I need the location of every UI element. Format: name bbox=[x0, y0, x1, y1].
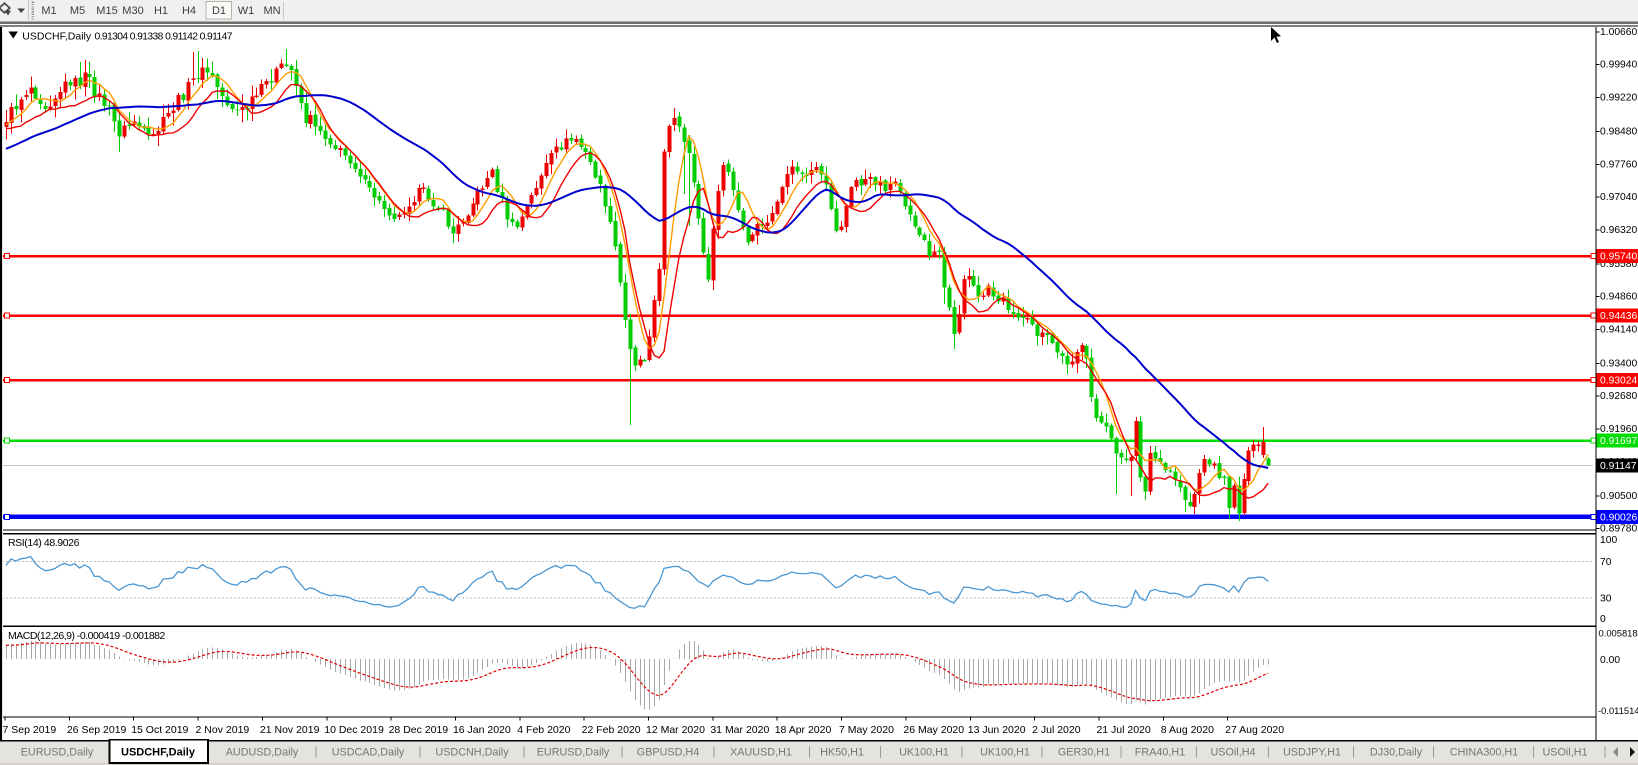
svg-text:0.89780: 0.89780 bbox=[1600, 524, 1637, 535]
svg-text:0.00: 0.00 bbox=[1600, 655, 1620, 666]
svg-text:0.92680: 0.92680 bbox=[1600, 391, 1637, 402]
svg-text:M1: M1 bbox=[41, 5, 56, 17]
svg-text:26 May 2020: 26 May 2020 bbox=[903, 724, 964, 736]
svg-text:UK100,H1: UK100,H1 bbox=[980, 747, 1030, 759]
svg-text:2 Nov 2019: 2 Nov 2019 bbox=[196, 724, 250, 736]
svg-text:H1: H1 bbox=[154, 5, 168, 17]
svg-text:0.95740: 0.95740 bbox=[1600, 252, 1637, 263]
svg-text:MN: MN bbox=[263, 5, 280, 17]
svg-text:12 Mar 2020: 12 Mar 2020 bbox=[646, 724, 705, 736]
svg-text:16 Jan 2020: 16 Jan 2020 bbox=[453, 724, 511, 736]
svg-text:0.93024: 0.93024 bbox=[1600, 376, 1637, 387]
svg-text:4 Feb 2020: 4 Feb 2020 bbox=[517, 724, 570, 736]
svg-text:21 Jul 2020: 21 Jul 2020 bbox=[1096, 724, 1150, 736]
svg-text:USOil,H4: USOil,H4 bbox=[1211, 747, 1256, 759]
svg-text:0.91697: 0.91697 bbox=[1600, 436, 1637, 447]
svg-text:USOil,H1: USOil,H1 bbox=[1543, 747, 1588, 759]
svg-text:-0.011514: -0.011514 bbox=[1598, 705, 1638, 716]
svg-text:RSI(14) 48.9026: RSI(14) 48.9026 bbox=[8, 537, 80, 549]
svg-text:26 Sep 2019: 26 Sep 2019 bbox=[67, 724, 127, 736]
svg-text:8 Aug 2020: 8 Aug 2020 bbox=[1161, 724, 1214, 736]
svg-text:0.97760: 0.97760 bbox=[1600, 159, 1637, 170]
svg-text:H4: H4 bbox=[182, 5, 196, 17]
svg-text:10 Dec 2019: 10 Dec 2019 bbox=[324, 724, 384, 736]
svg-text:0.94860: 0.94860 bbox=[1600, 292, 1637, 303]
svg-text:USDCNH,Daily: USDCNH,Daily bbox=[435, 747, 509, 759]
svg-text:EURUSD,Daily: EURUSD,Daily bbox=[537, 747, 610, 759]
svg-text:USDCHF,Daily: USDCHF,Daily bbox=[121, 747, 196, 759]
svg-text:13 Jun 2020: 13 Jun 2020 bbox=[968, 724, 1026, 736]
svg-text:GBPUSD,H4: GBPUSD,H4 bbox=[637, 747, 699, 759]
svg-text:0.95580: 0.95580 bbox=[1600, 259, 1637, 270]
svg-text:70: 70 bbox=[1600, 557, 1612, 568]
svg-text:XAUUSD,H1: XAUUSD,H1 bbox=[730, 747, 792, 759]
svg-text:W1: W1 bbox=[238, 5, 255, 17]
svg-text:USDCAD,Daily: USDCAD,Daily bbox=[332, 747, 405, 759]
svg-text:M30: M30 bbox=[122, 5, 143, 17]
svg-text:GER30,H1: GER30,H1 bbox=[1058, 747, 1110, 759]
svg-text:15 Oct 2019: 15 Oct 2019 bbox=[131, 724, 188, 736]
svg-text:1.00660: 1.00660 bbox=[1600, 27, 1637, 38]
svg-text:0.91960: 0.91960 bbox=[1600, 424, 1637, 435]
svg-text:28 Dec 2019: 28 Dec 2019 bbox=[389, 724, 449, 736]
svg-text:27 Aug 2020: 27 Aug 2020 bbox=[1225, 724, 1284, 736]
svg-text:M15: M15 bbox=[96, 5, 117, 17]
svg-text:MACD(12,26,9) -0.000419 -0.001: MACD(12,26,9) -0.000419 -0.001882 bbox=[8, 630, 166, 642]
svg-text:0.90500: 0.90500 bbox=[1600, 491, 1637, 502]
svg-text:M5: M5 bbox=[70, 5, 85, 17]
svg-text:EURUSD,Daily: EURUSD,Daily bbox=[21, 747, 94, 759]
svg-text:0.93400: 0.93400 bbox=[1600, 358, 1637, 369]
svg-text:0.99940: 0.99940 bbox=[1600, 60, 1637, 71]
svg-text:USDJPY,H1: USDJPY,H1 bbox=[1283, 747, 1341, 759]
svg-text:0.005818: 0.005818 bbox=[1599, 628, 1638, 639]
svg-text:FRA40,H1: FRA40,H1 bbox=[1135, 747, 1185, 759]
svg-text:0.94140: 0.94140 bbox=[1600, 325, 1637, 336]
svg-text:0.90026: 0.90026 bbox=[1600, 512, 1637, 523]
svg-text:0.98480: 0.98480 bbox=[1600, 126, 1637, 137]
svg-text:HK50,H1: HK50,H1 bbox=[820, 747, 864, 759]
svg-text:21 Nov 2019: 21 Nov 2019 bbox=[260, 724, 320, 736]
svg-text:0.99220: 0.99220 bbox=[1600, 93, 1637, 104]
svg-text:0.94436: 0.94436 bbox=[1600, 311, 1637, 322]
svg-text:7 Sep 2019: 7 Sep 2019 bbox=[3, 724, 57, 736]
svg-text:2 Jul 2020: 2 Jul 2020 bbox=[1032, 724, 1081, 736]
svg-text:30: 30 bbox=[1600, 593, 1612, 604]
svg-text:D1: D1 bbox=[212, 5, 226, 17]
svg-text:0: 0 bbox=[1600, 614, 1606, 625]
svg-text:0.96320: 0.96320 bbox=[1600, 225, 1637, 236]
svg-text:100: 100 bbox=[1600, 535, 1617, 546]
svg-text:AUDUSD,Daily: AUDUSD,Daily bbox=[226, 747, 299, 759]
svg-text:22 Feb 2020: 22 Feb 2020 bbox=[582, 724, 641, 736]
svg-text:18 Apr 2020: 18 Apr 2020 bbox=[775, 724, 832, 736]
svg-text:31 Mar 2020: 31 Mar 2020 bbox=[710, 724, 769, 736]
svg-text:0.91147: 0.91147 bbox=[1600, 461, 1637, 472]
svg-text:0.97040: 0.97040 bbox=[1600, 192, 1637, 203]
svg-text:0.91304 0.91338 0.91142 0.9114: 0.91304 0.91338 0.91142 0.91147 bbox=[95, 31, 233, 42]
svg-text:DJ30,Daily: DJ30,Daily bbox=[1370, 747, 1423, 759]
svg-text:CHINA300,H1: CHINA300,H1 bbox=[1450, 747, 1518, 759]
svg-text:USDCHF,Daily: USDCHF,Daily bbox=[22, 30, 92, 42]
svg-text:UK100,H1: UK100,H1 bbox=[899, 747, 949, 759]
svg-text:7 May 2020: 7 May 2020 bbox=[839, 724, 894, 736]
